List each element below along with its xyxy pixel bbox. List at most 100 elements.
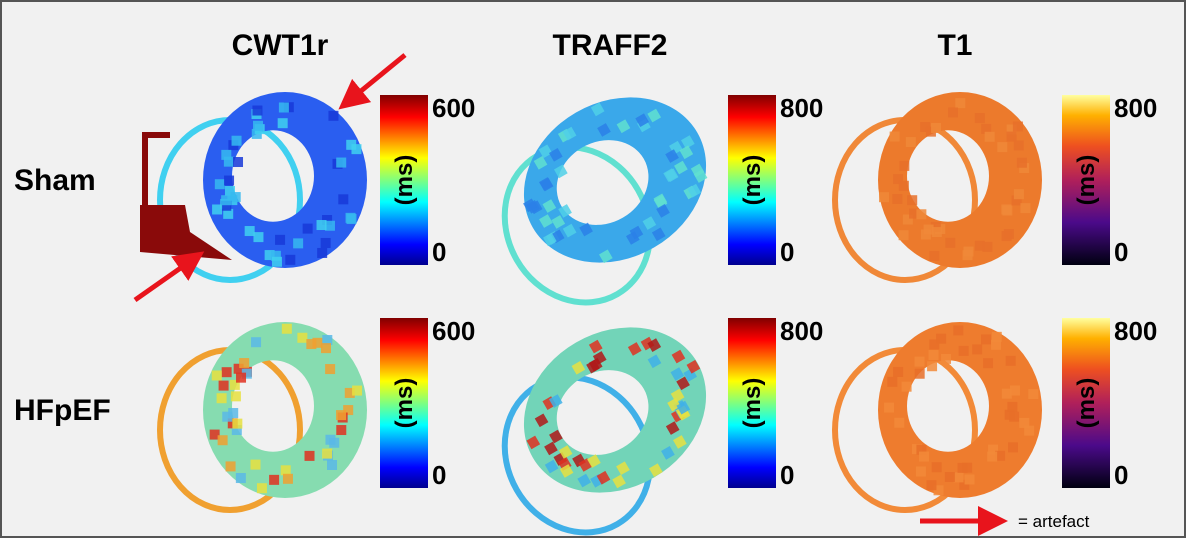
pixel	[328, 111, 338, 121]
colorbar-min: 0	[432, 237, 446, 267]
pixel	[991, 340, 1001, 350]
pixel	[272, 257, 282, 267]
colorbar-unit: (ms)	[739, 378, 766, 429]
pixel	[1014, 140, 1024, 150]
pixel	[222, 367, 232, 377]
pixel	[212, 370, 222, 380]
pixel	[228, 408, 238, 418]
pixel	[215, 179, 225, 189]
pixel	[236, 473, 246, 483]
pixel	[1002, 389, 1012, 399]
pixel	[233, 157, 243, 167]
pixel	[250, 460, 260, 470]
pixel	[218, 435, 228, 445]
colorbar-max: 800	[780, 316, 823, 346]
pixel	[352, 386, 362, 396]
pixel	[919, 452, 929, 462]
pixel	[945, 238, 955, 248]
pixel	[932, 462, 942, 472]
pixel	[336, 425, 346, 435]
column-title: T1	[937, 29, 972, 62]
pixel	[945, 472, 955, 482]
pixel	[219, 381, 229, 391]
pixel	[252, 106, 262, 116]
colorbar-min: 0	[780, 460, 794, 490]
column-title: CWT1r	[232, 29, 329, 62]
pixel	[1028, 389, 1038, 399]
pixel	[902, 382, 912, 392]
colorbar-min: 0	[432, 460, 446, 490]
pixel	[931, 123, 941, 133]
pixel	[253, 121, 263, 131]
pixel	[269, 475, 279, 485]
colorbar-min: 0	[1114, 237, 1128, 267]
pixel	[955, 98, 965, 108]
pixel	[954, 472, 964, 482]
pixel	[306, 339, 316, 349]
pixel	[257, 483, 267, 493]
pixel	[1006, 356, 1016, 366]
pixel	[231, 192, 241, 202]
pixel	[958, 463, 968, 473]
pixel	[926, 480, 936, 490]
pixel	[346, 140, 356, 150]
pixel	[1017, 158, 1027, 168]
pixel	[329, 438, 339, 448]
colorbar-max: 600	[432, 93, 475, 123]
pixel	[948, 107, 958, 117]
pixel	[997, 142, 1007, 152]
pixel	[338, 194, 348, 204]
pixel	[1020, 203, 1030, 213]
colorbar-min: 0	[1114, 460, 1128, 490]
row-label: Sham	[14, 164, 96, 197]
pixel	[884, 403, 894, 413]
colorbar-min: 0	[780, 237, 794, 267]
pixel	[899, 161, 909, 171]
pixel	[972, 344, 982, 354]
pixel	[1024, 426, 1034, 436]
pixel	[927, 361, 937, 371]
figure: CWT1r TRAFF2 T1 Sham 600 0 (ms) 800 0 (ms) 800 0 (ms…	[0, 0, 1186, 538]
colorbar-unit: (ms)	[1073, 155, 1100, 206]
pixel	[217, 393, 227, 403]
colorbar-max: 800	[1114, 316, 1157, 346]
pixel	[899, 230, 909, 240]
pixel	[297, 333, 307, 343]
pixel	[236, 373, 246, 383]
pixel	[916, 467, 926, 477]
pixel	[245, 226, 255, 236]
pixel	[212, 204, 222, 214]
pixel	[890, 132, 900, 142]
pixel	[915, 357, 925, 367]
column-title: TRAFF2	[553, 29, 668, 62]
pixel	[253, 232, 263, 242]
pixel	[336, 410, 346, 420]
pixel	[879, 192, 889, 202]
pixel	[321, 343, 331, 353]
pixel	[899, 181, 909, 191]
colorbar-max: 600	[432, 316, 475, 346]
pixel	[232, 419, 242, 429]
legend-text: = artefact	[1018, 512, 1090, 531]
pixel	[987, 452, 997, 462]
pixel	[953, 325, 963, 335]
pixel	[1008, 442, 1018, 452]
pixel	[317, 248, 327, 258]
pixel	[929, 339, 939, 349]
pixel	[275, 235, 285, 245]
pixel	[322, 449, 332, 459]
pixel	[959, 346, 969, 356]
pixel	[932, 227, 942, 237]
pixel	[975, 113, 985, 123]
pixel	[279, 102, 289, 112]
pixel	[1014, 189, 1024, 199]
pixel	[894, 418, 904, 428]
pixel	[305, 451, 315, 461]
pixel	[1007, 132, 1017, 142]
pixel	[983, 358, 993, 368]
pixel	[1013, 121, 1023, 131]
row-label: HFpEF	[14, 394, 111, 427]
colorbar-unit: (ms)	[391, 155, 418, 206]
pixel	[336, 158, 346, 168]
pixel	[232, 136, 242, 146]
